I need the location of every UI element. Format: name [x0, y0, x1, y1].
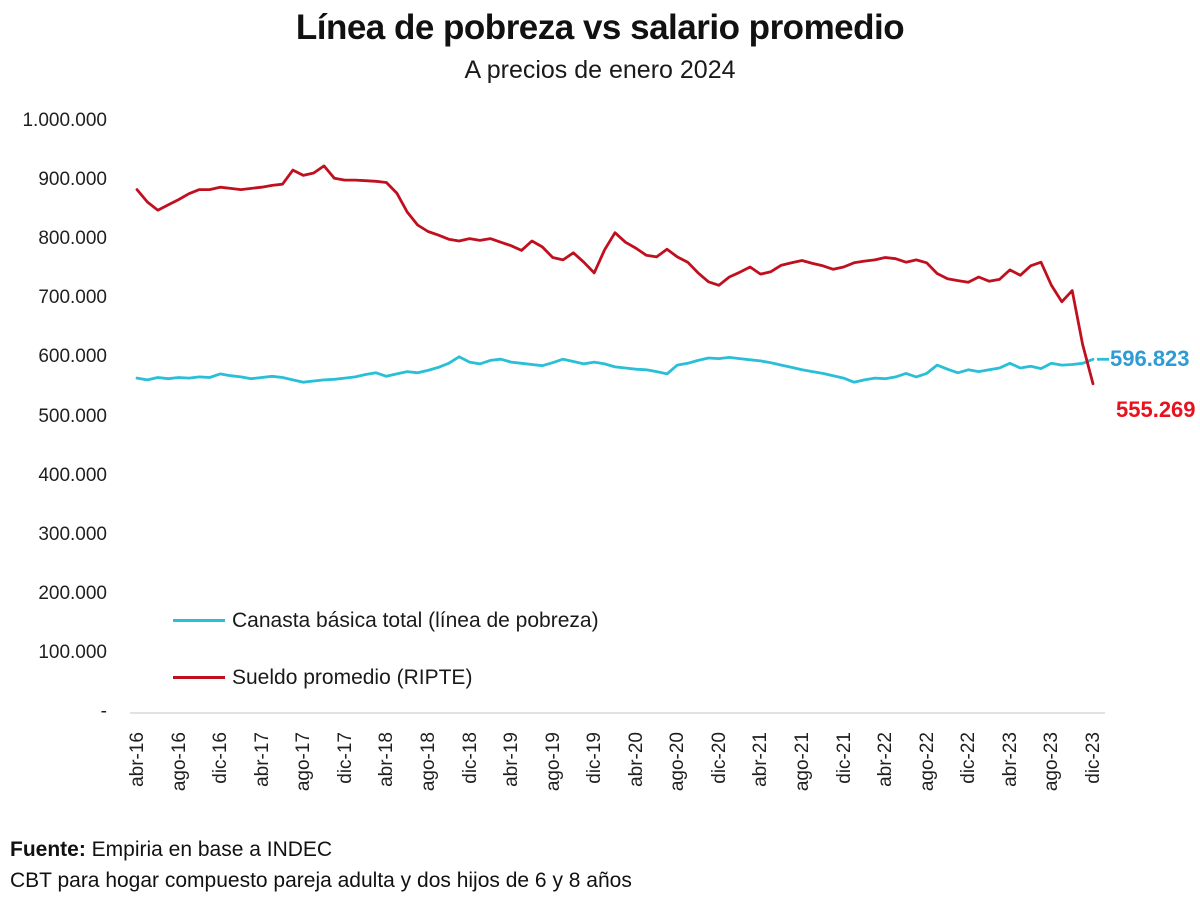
- x-tick-label: dic-16: [210, 732, 232, 784]
- x-tick-label: abr-17: [251, 732, 273, 787]
- legend-label-cbt: Canasta básica total (línea de pobreza): [232, 608, 599, 632]
- ripte-line: [135, 164, 1095, 386]
- y-tick-label: 100.000: [38, 641, 107, 663]
- x-tick-label: ago-22: [916, 732, 938, 792]
- cbt-line: [135, 355, 1095, 384]
- x-tick-label: ago-18: [417, 732, 439, 792]
- cbt-line-swatch-icon: [173, 619, 225, 622]
- x-tick-label: dic-19: [584, 732, 606, 784]
- x-tick-label: abr-16: [127, 732, 148, 787]
- legend-label-ripte: Sueldo promedio (RIPTE): [232, 665, 473, 689]
- x-tick-label: ago-21: [792, 732, 814, 792]
- legend: Canasta básica total (línea de pobreza) …: [173, 592, 599, 706]
- chart-title: Línea de pobreza vs salario promedio: [295, 8, 905, 47]
- x-tick-label: abr-18: [376, 732, 398, 787]
- x-tick-label: dic-20: [708, 732, 730, 784]
- x-tick-label: ago-19: [542, 732, 564, 792]
- legend-item-cbt: Canasta básica total (línea de pobreza): [173, 592, 599, 649]
- source-line: Fuente: Empiria en base a INDEC: [10, 834, 632, 865]
- y-tick-label: 1.000.000: [22, 110, 107, 131]
- end-label-cbt: 596.823: [1110, 346, 1190, 372]
- ripte-line-swatch-icon: [173, 676, 225, 679]
- y-tick-label: 500.000: [38, 405, 107, 427]
- y-tick-label: 300.000: [38, 523, 107, 545]
- x-tick-label: abr-20: [625, 732, 647, 787]
- x-tick-label: abr-22: [875, 732, 897, 787]
- y-tick-label: 700.000: [38, 287, 107, 309]
- source-text: Empiria en base a INDEC: [85, 838, 333, 861]
- y-tick-label: 400.000: [38, 464, 107, 486]
- x-tick-label: dic-22: [958, 732, 980, 784]
- note-line: CBT para hogar compuesto pareja adulta y…: [10, 869, 632, 892]
- y-tick-label: 200.000: [38, 582, 107, 604]
- chart-subtitle: A precios de enero 2024: [464, 56, 736, 84]
- y-tick-label: 600.000: [38, 346, 107, 368]
- x-tick-label: dic-21: [833, 732, 855, 784]
- x-tick-label: ago-16: [168, 732, 190, 792]
- x-tick-label: abr-21: [750, 732, 772, 787]
- end-label-ripte: 555.269: [1116, 396, 1196, 422]
- legend-item-ripte: Sueldo promedio (RIPTE): [173, 649, 599, 706]
- x-tick-label: ago-17: [293, 732, 315, 792]
- footer: Fuente: Empiria en base a INDEC CBT para…: [10, 834, 632, 896]
- x-tick-label: ago-20: [667, 732, 689, 792]
- source-label: Fuente:: [10, 838, 86, 861]
- y-tick-label: 900.000: [38, 169, 107, 191]
- y-tick-label: 800.000: [38, 228, 107, 250]
- x-tick-label: ago-23: [1041, 732, 1063, 792]
- x-tick-label: dic-23: [1083, 732, 1104, 784]
- x-tick-label: abr-19: [501, 732, 523, 787]
- y-tick-label: -: [100, 701, 107, 722]
- x-tick-label: dic-17: [334, 732, 356, 784]
- x-tick-label: abr-23: [999, 732, 1021, 787]
- x-tick-label: dic-18: [459, 732, 481, 784]
